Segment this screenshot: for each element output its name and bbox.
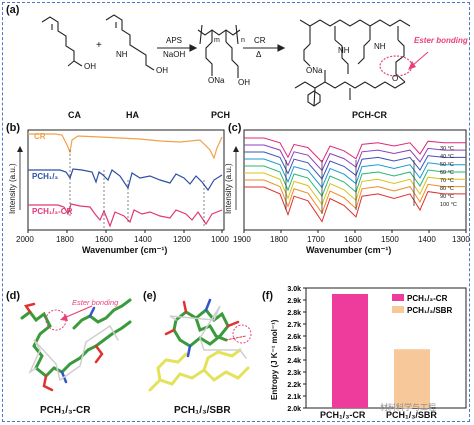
panel-d-label: (d) bbox=[6, 290, 21, 302]
temp-label: 30 °C bbox=[440, 146, 454, 152]
panel-f-ylabel: Entropy (J K⁻¹ mol⁻¹) bbox=[270, 319, 279, 400]
f-ytick-label: 2.8k bbox=[287, 310, 301, 317]
c-tick-1700: 1700 bbox=[307, 235, 325, 244]
spectrum-80c bbox=[244, 172, 466, 206]
temp-label: 80 °C bbox=[440, 186, 454, 192]
pch-ona: ONa bbox=[208, 76, 225, 85]
panel-b-xlabel: Wavenumber (cm⁻¹) bbox=[82, 245, 168, 255]
f-ytick-label: 2.9k bbox=[287, 298, 301, 305]
f-ytick-label: 2.6k bbox=[287, 334, 301, 341]
pchcr-ona: ONa bbox=[306, 66, 323, 75]
b-tick-2000: 2000 bbox=[16, 235, 34, 244]
ester-bonding-label: Ester bonding bbox=[414, 36, 468, 45]
spectrum-70c bbox=[244, 165, 466, 197]
spectrum-90c bbox=[244, 179, 466, 215]
reagent-aps: APS bbox=[166, 36, 183, 45]
c-tick-1600: 1600 bbox=[344, 235, 362, 244]
panel-f-label: (f) bbox=[262, 290, 273, 302]
name-pch-cr: PCH-CR bbox=[352, 110, 387, 120]
temp-label: 100 °C bbox=[440, 202, 457, 208]
f-ytick-label: 2.2k bbox=[287, 382, 301, 389]
reagent-heat: Δ bbox=[256, 50, 262, 59]
temp-label: 90 °C bbox=[440, 194, 454, 200]
f-ytick-label: 2.3k bbox=[287, 370, 301, 377]
watermark: 材料科学与工程 bbox=[380, 403, 436, 412]
panel-d-caption: PCH₁/₃-CR bbox=[40, 405, 91, 416]
legend-swatch bbox=[392, 306, 404, 313]
pch-m: m bbox=[214, 37, 220, 44]
panel-a-scheme bbox=[41, 14, 429, 107]
f-ytick-label: 2.1k bbox=[287, 394, 301, 401]
entropy-bar-pch-cr bbox=[332, 294, 368, 408]
c-tick-1400: 1400 bbox=[418, 235, 436, 244]
panel-c-xlabel: Wavenumber (cm⁻¹) bbox=[306, 245, 392, 255]
name-pch: PCH bbox=[211, 110, 231, 120]
spectrum-40c bbox=[244, 144, 466, 172]
series-pchcr-label: PCH₁/₃-CR bbox=[32, 207, 73, 216]
ha-nh: NH bbox=[116, 50, 128, 59]
f-ytick-label: 2.5k bbox=[287, 346, 301, 353]
pchcr-nh: NH bbox=[338, 46, 350, 55]
spectrum-30c bbox=[244, 137, 466, 163]
b-tick-1800: 1800 bbox=[56, 235, 74, 244]
reagent-naoh: NaOH bbox=[163, 50, 186, 59]
spectrum-60c bbox=[244, 158, 466, 189]
pch-n: n bbox=[241, 37, 245, 44]
c-tick-1800: 1800 bbox=[270, 235, 288, 244]
panel-c-label: (c) bbox=[228, 122, 242, 134]
name-ha: HA bbox=[126, 110, 139, 120]
figure-frame bbox=[2, 2, 470, 422]
temp-label: 70 °C bbox=[440, 178, 454, 184]
ha-oh: OH bbox=[156, 66, 168, 75]
pchcr-nh-2: NH bbox=[374, 42, 386, 51]
f-ytick-label: 2.0k bbox=[287, 406, 301, 413]
spectrum-50c bbox=[244, 151, 466, 180]
f-cat-pchcr: PCH₁/₃-CR bbox=[320, 410, 366, 420]
temp-label: 40 °C bbox=[440, 154, 454, 160]
panel-d-ester-label: Ester bonding bbox=[72, 298, 119, 307]
temp-label: 50 °C bbox=[440, 162, 454, 168]
temp-label: 60 °C bbox=[440, 170, 454, 176]
b-tick-1200: 1200 bbox=[173, 235, 191, 244]
panel-e-label: (e) bbox=[143, 290, 157, 302]
b-tick-1000: 1000 bbox=[211, 235, 229, 244]
name-ca: CA bbox=[68, 110, 81, 120]
series-pch-label: PCH₁/₃ bbox=[32, 172, 59, 181]
legend-label: PCH₁/₃-CR bbox=[407, 294, 448, 303]
panel-e-caption: PCH₁/₃/SBR bbox=[174, 405, 231, 416]
ca-oh: OH bbox=[84, 62, 96, 71]
f-ytick-label: 3.0k bbox=[287, 286, 301, 293]
b-tick-1600: 1600 bbox=[95, 235, 113, 244]
entropy-bar-pch-sbr bbox=[394, 349, 430, 408]
c-tick-1500: 1500 bbox=[381, 235, 399, 244]
reagent-cr: CR bbox=[254, 36, 266, 45]
legend-label: PCH₁/₃/SBR bbox=[407, 306, 452, 315]
b-tick-1400: 1400 bbox=[134, 235, 152, 244]
spectrum-100c bbox=[244, 186, 466, 223]
panel-a-label: (a) bbox=[6, 4, 20, 16]
series-cr-label: CR bbox=[34, 132, 46, 141]
plus-sign: + bbox=[96, 40, 102, 51]
legend-swatch bbox=[392, 294, 404, 301]
panel-b-label: (b) bbox=[6, 122, 21, 134]
c-tick-1300: 1300 bbox=[452, 235, 470, 244]
c-tick-1900: 1900 bbox=[233, 235, 251, 244]
f-ytick-label: 2.4k bbox=[287, 358, 301, 365]
f-ytick-label: 2.7k bbox=[287, 322, 301, 329]
pchcr-o: O bbox=[392, 74, 399, 83]
f-cat-sbr: PCH₁/₃/SBR bbox=[386, 410, 437, 420]
pch-oh: OH bbox=[238, 78, 250, 87]
